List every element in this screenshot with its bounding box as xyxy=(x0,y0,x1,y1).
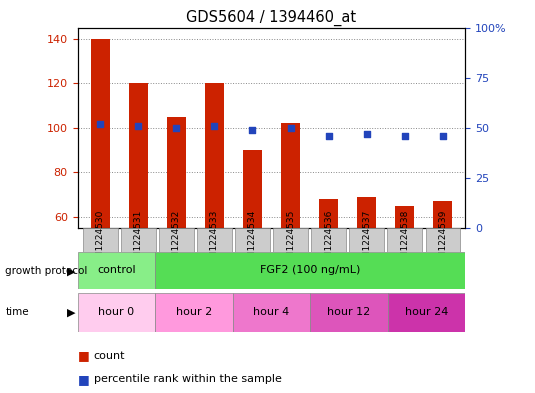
Bar xyxy=(155,252,465,289)
Text: ■: ■ xyxy=(78,349,89,362)
Title: GDS5604 / 1394460_at: GDS5604 / 1394460_at xyxy=(187,10,356,26)
Bar xyxy=(425,228,460,252)
Text: control: control xyxy=(97,265,136,275)
Text: time: time xyxy=(5,307,29,318)
Point xyxy=(286,125,295,131)
Text: ▶: ▶ xyxy=(67,307,75,318)
Text: ■: ■ xyxy=(78,373,89,386)
Bar xyxy=(91,39,110,228)
Point xyxy=(400,132,409,139)
Text: growth protocol: growth protocol xyxy=(5,266,88,276)
Point xyxy=(248,127,257,133)
Text: GSM1224538: GSM1224538 xyxy=(400,209,409,270)
Bar xyxy=(197,228,232,252)
Bar xyxy=(319,199,338,228)
Bar xyxy=(78,293,155,332)
Text: GSM1224536: GSM1224536 xyxy=(324,209,333,270)
Point xyxy=(324,132,333,139)
Text: hour 24: hour 24 xyxy=(405,307,448,318)
Bar xyxy=(357,197,376,228)
Bar xyxy=(311,228,346,252)
Text: GSM1224537: GSM1224537 xyxy=(362,209,371,270)
Text: hour 4: hour 4 xyxy=(254,307,289,318)
Text: FGF2 (100 ng/mL): FGF2 (100 ng/mL) xyxy=(260,265,361,275)
Bar xyxy=(235,228,270,252)
Bar xyxy=(310,293,388,332)
Point xyxy=(172,125,181,131)
Bar xyxy=(388,293,465,332)
Point xyxy=(438,132,447,139)
Text: GSM1224533: GSM1224533 xyxy=(210,209,219,270)
Bar xyxy=(83,228,118,252)
Text: hour 0: hour 0 xyxy=(98,307,134,318)
Bar xyxy=(167,117,186,228)
Text: GSM1224535: GSM1224535 xyxy=(286,209,295,270)
Text: GSM1224530: GSM1224530 xyxy=(96,209,105,270)
Bar xyxy=(281,123,300,228)
Bar xyxy=(121,228,156,252)
Bar xyxy=(129,83,148,228)
Text: GSM1224531: GSM1224531 xyxy=(134,209,143,270)
Point xyxy=(210,123,219,129)
Point xyxy=(96,121,105,127)
Point xyxy=(134,123,143,129)
Point xyxy=(362,130,371,137)
Text: count: count xyxy=(94,351,125,361)
Text: hour 12: hour 12 xyxy=(327,307,371,318)
Bar xyxy=(433,201,452,228)
Text: GSM1224534: GSM1224534 xyxy=(248,209,257,270)
Text: GSM1224539: GSM1224539 xyxy=(438,209,447,270)
Text: percentile rank within the sample: percentile rank within the sample xyxy=(94,374,281,384)
Bar xyxy=(205,83,224,228)
Bar xyxy=(233,293,310,332)
Text: hour 2: hour 2 xyxy=(176,307,212,318)
Text: GSM1224532: GSM1224532 xyxy=(172,209,181,270)
Bar xyxy=(78,252,155,289)
Bar xyxy=(395,206,414,228)
Bar xyxy=(155,293,233,332)
Bar xyxy=(387,228,422,252)
Bar xyxy=(159,228,194,252)
Bar xyxy=(349,228,384,252)
Bar xyxy=(243,150,262,228)
Bar xyxy=(273,228,308,252)
Text: ▶: ▶ xyxy=(67,266,75,276)
